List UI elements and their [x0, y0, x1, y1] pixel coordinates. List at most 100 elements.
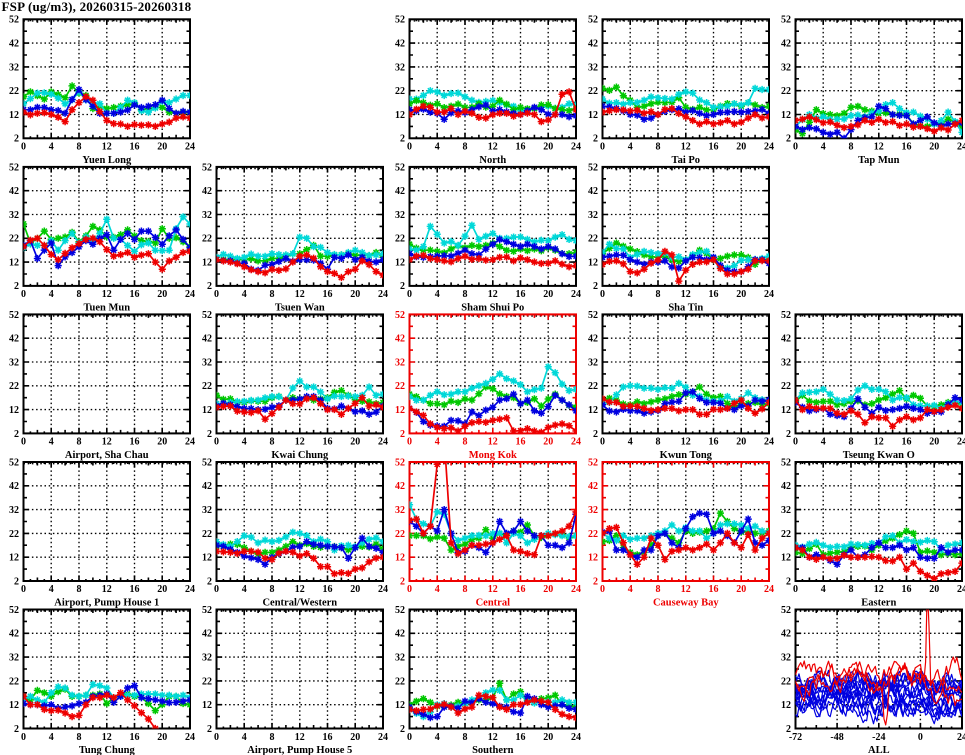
svg-text:0: 0	[214, 289, 219, 300]
svg-text:20: 20	[929, 437, 939, 448]
svg-text:12: 12	[488, 732, 498, 743]
svg-text:8: 8	[77, 584, 82, 595]
svg-text:24: 24	[764, 142, 774, 153]
svg-text:4: 4	[628, 437, 633, 448]
svg-text:8: 8	[849, 142, 854, 153]
svg-text:32: 32	[202, 653, 212, 664]
svg-text:12: 12	[202, 553, 212, 564]
svg-text:16: 16	[323, 732, 333, 743]
svg-text:32: 32	[395, 653, 405, 664]
svg-text:4: 4	[628, 142, 633, 153]
svg-text:12: 12	[202, 405, 212, 416]
svg-text:0: 0	[918, 732, 923, 743]
svg-text:8: 8	[463, 142, 468, 153]
svg-text:Kwai Chung: Kwai Chung	[271, 450, 329, 461]
svg-text:32: 32	[781, 62, 791, 73]
svg-text:Airport, Pump House 1: Airport, Pump House 1	[54, 598, 159, 609]
svg-text:16: 16	[323, 289, 333, 300]
svg-text:0: 0	[21, 142, 26, 153]
svg-text:4: 4	[435, 732, 440, 743]
svg-text:8: 8	[463, 289, 468, 300]
svg-text:12: 12	[395, 700, 405, 711]
svg-text:Tai Po: Tai Po	[672, 155, 701, 166]
svg-text:12: 12	[9, 257, 19, 268]
svg-text:42: 42	[202, 481, 212, 492]
svg-text:4: 4	[49, 289, 54, 300]
svg-text:24: 24	[378, 289, 388, 300]
svg-text:22: 22	[588, 381, 598, 392]
svg-text:22: 22	[588, 234, 598, 245]
svg-text:Sham Shui Po: Sham Shui Po	[461, 302, 524, 313]
svg-text:12: 12	[102, 437, 112, 448]
svg-text:32: 32	[588, 505, 598, 516]
svg-text:24: 24	[378, 732, 388, 743]
svg-text:0: 0	[21, 732, 26, 743]
svg-text:12: 12	[588, 553, 598, 564]
svg-text:24: 24	[764, 437, 774, 448]
svg-text:Airport, Sha Chau: Airport, Sha Chau	[65, 450, 149, 461]
svg-text:12: 12	[202, 700, 212, 711]
svg-text:0: 0	[214, 584, 219, 595]
svg-text:12: 12	[395, 553, 405, 564]
svg-text:2: 2	[400, 724, 405, 735]
svg-text:12: 12	[588, 257, 598, 268]
svg-text:12: 12	[781, 405, 791, 416]
svg-text:4: 4	[242, 732, 247, 743]
svg-text:52: 52	[202, 605, 212, 616]
svg-text:2: 2	[593, 429, 598, 440]
svg-text:22: 22	[781, 86, 791, 97]
svg-text:8: 8	[849, 437, 854, 448]
svg-text:2: 2	[593, 281, 598, 292]
svg-text:16: 16	[130, 289, 140, 300]
svg-text:16: 16	[130, 142, 140, 153]
svg-text:20: 20	[350, 584, 360, 595]
svg-text:16: 16	[516, 437, 526, 448]
svg-text:20: 20	[929, 142, 939, 153]
svg-text:2: 2	[786, 429, 791, 440]
svg-text:0: 0	[21, 289, 26, 300]
svg-text:0: 0	[600, 584, 605, 595]
svg-text:12: 12	[395, 110, 405, 121]
svg-text:8: 8	[463, 732, 468, 743]
svg-text:52: 52	[202, 310, 212, 321]
svg-text:22: 22	[781, 529, 791, 540]
svg-text:Eastern: Eastern	[861, 598, 896, 609]
svg-text:32: 32	[588, 210, 598, 221]
svg-text:2: 2	[400, 576, 405, 587]
svg-text:12: 12	[395, 405, 405, 416]
svg-text:32: 32	[395, 210, 405, 221]
svg-text:42: 42	[395, 334, 405, 345]
svg-text:22: 22	[202, 676, 212, 687]
svg-text:24: 24	[764, 289, 774, 300]
svg-text:Tseung Kwan O: Tseung Kwan O	[843, 450, 915, 461]
svg-text:0: 0	[214, 437, 219, 448]
svg-text:ALL: ALL	[868, 745, 890, 755]
svg-text:12: 12	[9, 110, 19, 121]
svg-text:42: 42	[395, 186, 405, 197]
svg-text:42: 42	[588, 334, 598, 345]
svg-text:Southern: Southern	[472, 745, 514, 755]
svg-text:0: 0	[407, 584, 412, 595]
svg-text:20: 20	[350, 289, 360, 300]
svg-text:32: 32	[202, 505, 212, 516]
svg-text:32: 32	[395, 357, 405, 368]
svg-text:16: 16	[902, 142, 912, 153]
svg-text:12: 12	[295, 437, 305, 448]
svg-text:2: 2	[14, 724, 19, 735]
svg-text:20: 20	[543, 732, 553, 743]
svg-text:16: 16	[709, 437, 719, 448]
svg-text:12: 12	[202, 257, 212, 268]
svg-text:52: 52	[9, 605, 19, 616]
svg-text:12: 12	[102, 584, 112, 595]
svg-text:-48: -48	[830, 732, 843, 743]
svg-text:0: 0	[407, 289, 412, 300]
svg-text:Central: Central	[476, 598, 510, 609]
svg-text:Yuen Long: Yuen Long	[82, 155, 132, 166]
svg-text:4: 4	[435, 584, 440, 595]
svg-text:8: 8	[463, 584, 468, 595]
svg-text:4: 4	[821, 142, 826, 153]
svg-text:24: 24	[957, 142, 965, 153]
svg-text:24: 24	[571, 437, 581, 448]
svg-text:Tsuen Wan: Tsuen Wan	[275, 302, 325, 313]
svg-text:52: 52	[202, 162, 212, 173]
